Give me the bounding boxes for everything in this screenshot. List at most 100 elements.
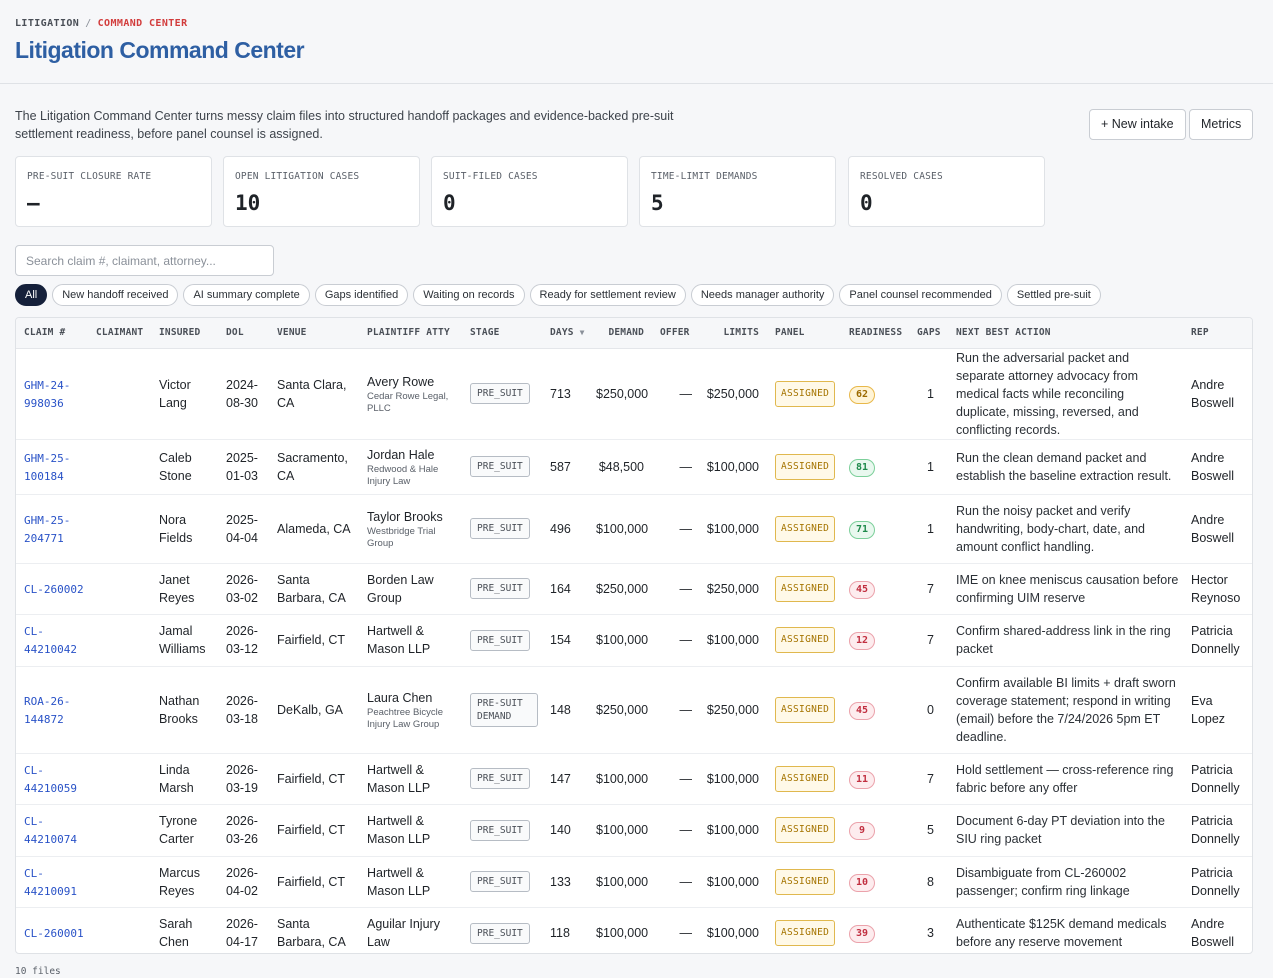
readiness-badge: 62 <box>849 385 875 404</box>
column-header-next-best-action[interactable]: NEXT BEST ACTION <box>948 318 1183 349</box>
gaps-cell: 5 <box>909 804 948 857</box>
table-row[interactable]: CL-260001 Sarah Chen 2026-04-17 Santa Barba… <box>16 907 1252 953</box>
claim-link[interactable]: CL-44210059 <box>24 763 77 795</box>
offer-cell: — <box>652 753 698 805</box>
filter-chip-ready-settlement[interactable]: Ready for settlement review <box>529 284 686 306</box>
limits-cell: $100,000 <box>698 804 767 857</box>
claimant-cell <box>88 614 151 667</box>
claim-link[interactable]: CL-44210091 <box>24 866 77 898</box>
column-header-panel[interactable]: PANEL <box>767 318 841 349</box>
filter-chip-gaps[interactable]: Gaps identified <box>314 284 409 306</box>
table-row[interactable]: GHM-24-998036 Victor Lang 2024-08-30 Santa … <box>16 348 1252 440</box>
claim-link[interactable]: CL-260002 <box>24 582 84 596</box>
column-header-readiness[interactable]: READINESS <box>841 318 909 349</box>
claim-link[interactable]: CL-44210074 <box>24 815 77 846</box>
table-row[interactable]: CL-44210074 Tyrone Carter 2026-03-26 Fairfi… <box>16 804 1252 857</box>
claim-cell: ROA-26-144872 <box>16 666 88 754</box>
search-input[interactable] <box>15 245 274 276</box>
column-header-offer[interactable]: OFFER <box>652 318 698 349</box>
stage-cell: PRE_SUIT <box>462 856 542 908</box>
filter-chip-ai-summary[interactable]: AI summary complete <box>183 284 310 306</box>
readiness-badge: 12 <box>849 632 875 650</box>
table-row[interactable]: CL-44210059 Linda Marsh 2026-03-19 Fairfiel… <box>16 753 1252 805</box>
readiness-cell: 10 <box>841 856 909 908</box>
plaintiff-atty-cell: Aguilar Injury Law <box>359 907 462 953</box>
column-header-dol[interactable]: DOL <box>218 318 269 349</box>
limits-cell: $250,000 <box>698 563 767 615</box>
demand-cell: $250,000 <box>588 563 652 615</box>
column-header-insured[interactable]: INSURED <box>151 318 218 349</box>
kpi-resolved-cases: RESOLVED CASES 0 <box>848 156 1045 227</box>
table-row[interactable]: GHM-25-204771 Nora Fields 2025-04-04 Alamed… <box>16 494 1252 564</box>
filter-chip-manager-authority[interactable]: Needs manager authority <box>690 284 835 306</box>
column-header-limits[interactable]: LIMITS <box>698 318 767 349</box>
demand-cell: $100,000 <box>588 804 652 857</box>
insured-cell: Victor Lang <box>151 348 218 440</box>
offer-cell: — <box>652 907 698 953</box>
panel-cell: ASSIGNED <box>767 907 841 953</box>
new-intake-button[interactable]: + New intake <box>1089 109 1186 140</box>
column-header-claimant[interactable]: CLAIMANT <box>88 318 151 349</box>
stage-cell: PRE_SUIT <box>462 804 542 857</box>
stage-badge: PRE_SUIT <box>470 383 530 404</box>
column-header-rep[interactable]: REP <box>1183 318 1252 349</box>
panel-cell: ASSIGNED <box>767 348 841 440</box>
breadcrumb-parent[interactable]: LITIGATION <box>15 18 80 29</box>
rep-cell: Andre Boswell <box>1183 494 1252 564</box>
column-header-plaintiff-atty[interactable]: PLAINTIFF ATTY <box>359 318 462 349</box>
offer-cell: — <box>652 804 698 857</box>
next-best-action-cell: Document 6-day PT deviation into the SIU… <box>948 804 1183 857</box>
stage-badge: PRE_SUIT <box>470 768 530 789</box>
filter-chip-settled[interactable]: Settled pre-suit <box>1006 284 1101 306</box>
next-best-action-cell: Authenticate $125K demand medicals befor… <box>948 907 1183 953</box>
table-row[interactable]: CL-260002 Janet Reyes 2026-03-02 Santa Barb… <box>16 563 1252 615</box>
claim-link[interactable]: GHM-25-100184 <box>24 451 71 483</box>
plaintiff-atty-cell: Hartwell & Mason LLP <box>359 753 462 805</box>
table-row[interactable]: GHM-25-100184 Caleb Stone 2025-01-03 Sacram… <box>16 439 1252 495</box>
column-header-demand[interactable]: DEMAND <box>588 318 652 349</box>
page-header: LITIGATION / COMMAND CENTER Litigation Com… <box>0 0 1273 84</box>
limits-cell: $100,000 <box>698 753 767 805</box>
venue-cell: Fairfield, CT <box>269 856 359 908</box>
plaintiff-atty-cell: Hartwell & Mason LLP <box>359 804 462 857</box>
readiness-cell: 45 <box>841 666 909 754</box>
claim-link[interactable]: GHM-25-204771 <box>24 513 71 545</box>
filter-chip-new-handoff[interactable]: New handoff received <box>52 284 179 306</box>
rep-cell: Patricia Donnelly <box>1183 804 1252 857</box>
claimant-cell <box>88 856 151 908</box>
panel-badge: ASSIGNED <box>775 627 836 653</box>
readiness-cell: 62 <box>841 348 909 440</box>
metrics-button[interactable]: Metrics <box>1189 109 1253 140</box>
claim-link[interactable]: ROA-26-144872 <box>24 694 71 726</box>
limits-cell: $100,000 <box>698 439 767 495</box>
claim-link[interactable]: GHM-24-998036 <box>24 378 71 410</box>
breadcrumb: LITIGATION / COMMAND CENTER <box>15 18 188 29</box>
atty-name: Hartwell & Mason LLP <box>367 814 431 846</box>
demand-cell: $250,000 <box>588 666 652 754</box>
table-row[interactable]: CL-44210042 Jamal Williams 2026-03-12 Fairf… <box>16 614 1252 667</box>
plaintiff-atty-cell: Hartwell & Mason LLP <box>359 856 462 908</box>
claim-link[interactable]: CL-44210042 <box>24 625 77 656</box>
column-header-venue[interactable]: VENUE <box>269 318 359 349</box>
table-row[interactable]: ROA-26-144872 Nathan Brooks 2026-03-18 DeKa… <box>16 666 1252 754</box>
next-best-action-cell: Disambiguate from CL-260002 passenger; c… <box>948 856 1183 908</box>
cases-table: CLAIM # CLAIMANT INSURED DOL VENUE PLAIN… <box>15 317 1253 954</box>
offer-cell: — <box>652 563 698 615</box>
column-header-claim[interactable]: CLAIM # <box>16 318 88 349</box>
panel-cell: ASSIGNED <box>767 666 841 754</box>
rep-cell: Hector Reynoso <box>1183 563 1252 615</box>
filter-chip-panel-counsel[interactable]: Panel counsel recommended <box>839 284 1002 306</box>
kpi-suit-filed-cases: SUIT-FILED CASES 0 <box>431 156 628 227</box>
claim-link[interactable]: CL-260001 <box>24 927 84 940</box>
claim-cell: CL-44210074 <box>16 804 88 857</box>
filter-chip-all[interactable]: All <box>15 284 48 306</box>
readiness-badge: 45 <box>849 580 875 599</box>
column-header-gaps[interactable]: GAPS <box>909 318 948 349</box>
kpi-value: 10 <box>235 191 261 215</box>
column-header-days[interactable]: DAYS ▼ <box>542 318 588 349</box>
file-count: 10 files <box>15 966 61 977</box>
table-row[interactable]: CL-44210091 Marcus Reyes 2026-04-02 Fairfie… <box>16 856 1252 908</box>
column-header-stage[interactable]: STAGE <box>462 318 542 349</box>
filter-chip-waiting-records[interactable]: Waiting on records <box>413 284 525 306</box>
plaintiff-atty-cell: Jordan Hale Redwood & Hale Injury Law <box>359 439 462 495</box>
